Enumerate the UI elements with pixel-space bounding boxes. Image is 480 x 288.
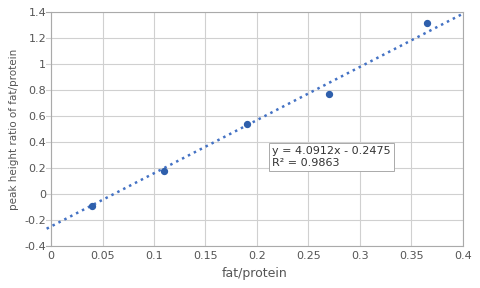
Point	[423, 20, 431, 25]
Y-axis label: peak height ratio of fat/protein: peak height ratio of fat/protein	[9, 49, 19, 210]
Point	[160, 168, 168, 173]
Point	[325, 92, 333, 96]
Text: y = 4.0912x - 0.2475
R² = 0.9863: y = 4.0912x - 0.2475 R² = 0.9863	[272, 146, 391, 168]
Point	[243, 122, 251, 126]
X-axis label: fat/protein: fat/protein	[221, 267, 287, 280]
Point	[88, 204, 96, 208]
